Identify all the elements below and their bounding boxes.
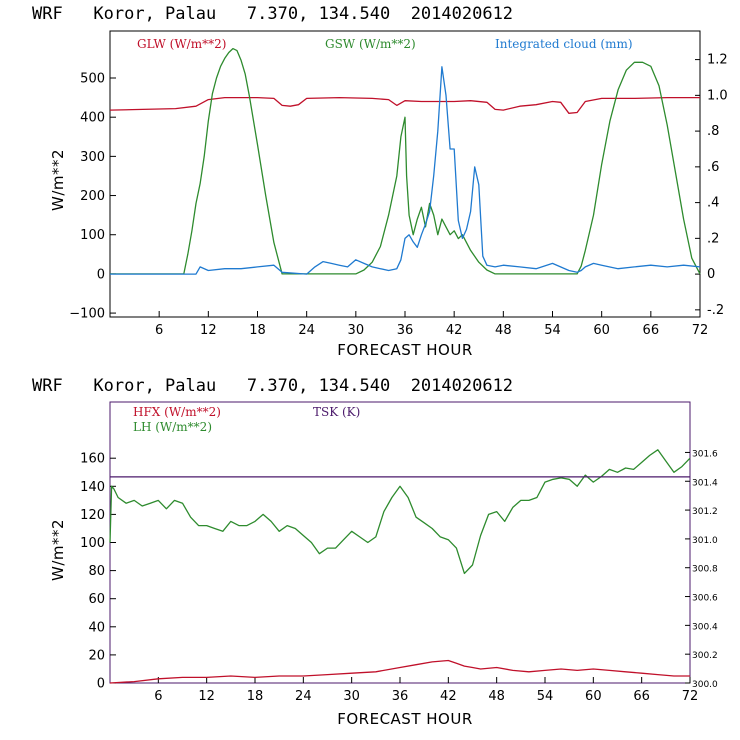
x-tick-label: 60 (593, 323, 610, 338)
y-tick-label: 120 (80, 508, 105, 523)
x-tick-label: 36 (392, 689, 409, 704)
y-tick-label: 500 (80, 72, 105, 87)
y2-tick-label: 300.2 (692, 651, 718, 661)
y2-tick-label: .8 (707, 124, 719, 139)
x-tick-label: 54 (537, 689, 554, 704)
x-tick-label: 42 (446, 323, 463, 338)
x-tick-label: 6 (155, 323, 163, 338)
y-tick-label: 0 (97, 677, 105, 692)
legend-label: GSW (W/m**2) (325, 37, 416, 51)
x-tick-label: 54 (544, 323, 561, 338)
top-chart-title: WRF Koror, Palau 7.370, 134.540 20140206… (32, 4, 513, 24)
x-tick-label: 24 (298, 323, 315, 338)
legend-label: TSK (K) (313, 405, 360, 419)
y-tick-label: 0 (97, 267, 105, 282)
top-chart: WRF Koror, Palau 7.370, 134.540 20140206… (32, 4, 728, 359)
y-tick-label: 200 (80, 189, 105, 204)
y-tick-label: 20 (88, 648, 105, 663)
x-tick-label: 30 (343, 689, 360, 704)
x-tick-label: 60 (585, 689, 602, 704)
x-tick-label: 36 (397, 323, 414, 338)
y2-tick-label: 301.6 (692, 449, 718, 459)
plot-frame (109, 30, 701, 318)
x-tick-label: 66 (643, 323, 660, 338)
series-line (109, 659, 690, 684)
y2-tick-label: 300.0 (692, 680, 718, 690)
series-line (109, 96, 700, 114)
x-tick-label: 18 (247, 689, 264, 704)
y-tick-label: 300 (80, 150, 105, 165)
y2-tick-label: -.2 (707, 303, 724, 318)
top-chart-y-axis-title: W/m**2 (49, 149, 67, 211)
x-tick-label: 12 (200, 323, 217, 338)
x-tick-label: 18 (249, 323, 266, 338)
legend-label: GLW (W/m**2) (137, 37, 226, 51)
y-tick-label: −100 (69, 307, 105, 322)
x-tick-label: 72 (692, 323, 709, 338)
y-tick-label: 40 (88, 620, 105, 635)
legend-label: Integrated cloud (mm) (495, 37, 633, 51)
x-tick-label: 48 (495, 323, 512, 338)
series-line (110, 47, 701, 275)
x-tick-label: 48 (488, 689, 505, 704)
y-tick-label: 100 (80, 228, 105, 243)
y2-tick-label: .2 (707, 231, 719, 246)
y2-tick-label: 300.4 (692, 622, 718, 632)
y2-tick-label: 1.2 (707, 53, 728, 68)
x-tick-label: 66 (633, 689, 650, 704)
x-tick-label: 30 (348, 323, 365, 338)
x-tick-label: 72 (682, 689, 699, 704)
y2-tick-label: 1.0 (707, 88, 728, 103)
top-chart-plot: 6 12 18 24 30 36 42 48 54 60 66 72 −100 0 100 200 300 400… (69, 30, 728, 338)
bottom-chart: WRF Koror, Palau 7.370, 134.540 20140206… (32, 376, 718, 728)
top-chart-x-axis-title: FORECAST HOUR (337, 341, 473, 359)
y-tick-label: 100 (80, 536, 105, 551)
y-tick-label: 400 (80, 111, 105, 126)
legend-label: HFX (W/m**2) (133, 405, 221, 419)
x-tick-label: 6 (154, 689, 162, 704)
bottom-chart-plot: 6 12 18 24 30 36 42 48 54 60 66 72 0 20 40 60 80 100 120 14… (80, 401, 718, 704)
bottom-chart-y-axis-title: W/m**2 (49, 519, 67, 581)
y2-tick-label: 301.4 (692, 478, 718, 488)
bottom-chart-title: WRF Koror, Palau 7.370, 134.540 20140206… (32, 376, 513, 396)
legend-label: LH (W/m**2) (133, 420, 212, 434)
bottom-chart-x-axis-title: FORECAST HOUR (337, 710, 473, 728)
y-tick-label: 60 (88, 592, 105, 607)
y-tick-label: 160 (80, 452, 105, 467)
y2-tick-label: 300.6 (692, 594, 718, 604)
y-tick-label: 140 (80, 480, 105, 495)
y2-tick-label: .4 (707, 196, 719, 211)
y2-tick-label: 0 (707, 267, 715, 282)
y2-tick-label: 300.8 (692, 565, 718, 575)
y2-tick-label: 301.0 (692, 536, 718, 546)
x-tick-label: 24 (295, 689, 312, 704)
x-tick-label: 42 (440, 689, 457, 704)
y2-tick-label: 301.2 (692, 507, 718, 517)
plot-frame (109, 401, 691, 684)
series-line (110, 66, 701, 275)
x-tick-label: 12 (198, 689, 215, 704)
series-line (109, 449, 691, 575)
y-tick-label: 80 (88, 564, 105, 579)
y2-tick-label: .6 (707, 160, 719, 175)
